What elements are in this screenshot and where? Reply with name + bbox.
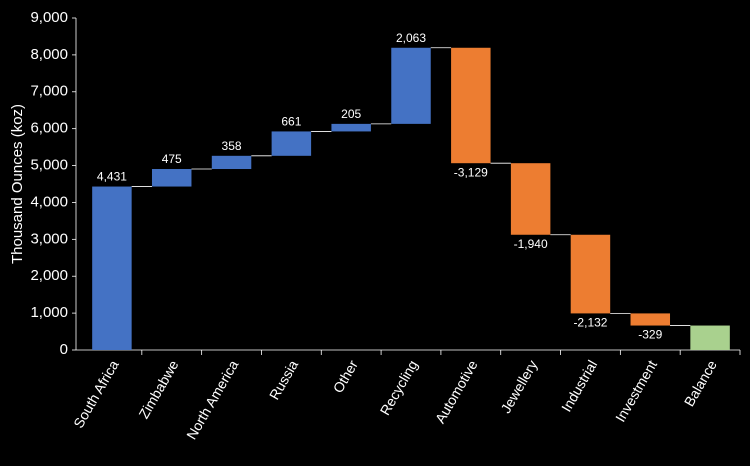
- bar: [690, 325, 730, 350]
- bar: [510, 163, 551, 235]
- y-tick-label: 5,000: [30, 157, 68, 174]
- value-label: 475: [162, 152, 182, 166]
- y-tick-label: 6,000: [30, 120, 68, 137]
- x-tick-label: Recycling: [377, 357, 421, 418]
- value-label: 2,063: [396, 31, 426, 45]
- bar: [271, 131, 312, 156]
- value-label: -3,129: [454, 165, 488, 179]
- x-tick-label: Zimbabwe: [135, 357, 181, 421]
- value-label: 661: [281, 115, 301, 129]
- y-tick-label: 3,000: [30, 230, 68, 247]
- bar: [630, 313, 671, 326]
- y-tick-label: 8,000: [30, 46, 68, 63]
- y-tick-label: 4,000: [30, 193, 68, 210]
- x-tick-label: Industrial: [558, 357, 600, 414]
- x-tick-label: Jewellery: [497, 357, 540, 416]
- x-tick-label: Automotive: [432, 357, 481, 426]
- x-tick-label: Russia: [266, 357, 301, 402]
- y-tick-label: 0: [60, 341, 68, 358]
- bar: [570, 234, 611, 314]
- bar: [151, 169, 192, 187]
- value-label: -2,132: [573, 316, 607, 330]
- bar: [451, 47, 491, 164]
- y-tick-label: 2,000: [30, 267, 68, 284]
- bar: [391, 47, 431, 124]
- x-tick-label: Investment: [612, 357, 660, 424]
- value-label: -1,940: [514, 237, 548, 251]
- value-label: 358: [222, 139, 242, 153]
- bar: [331, 123, 371, 132]
- x-tick-label: North America: [183, 357, 241, 442]
- bar: [211, 155, 252, 170]
- value-label: 4,431: [97, 170, 127, 184]
- x-tick-label: Balance: [681, 357, 720, 409]
- x-tick-label: South Africa: [70, 357, 122, 431]
- y-tick-label: 7,000: [30, 83, 68, 100]
- bar: [92, 186, 132, 350]
- y-tick-label: 9,000: [30, 9, 68, 26]
- x-tick-label: Other: [330, 357, 362, 396]
- value-label: 205: [341, 107, 361, 121]
- value-label: -329: [638, 328, 662, 342]
- y-axis-label: Thousand Ounces (koz): [9, 104, 26, 264]
- y-tick-label: 1,000: [30, 304, 68, 321]
